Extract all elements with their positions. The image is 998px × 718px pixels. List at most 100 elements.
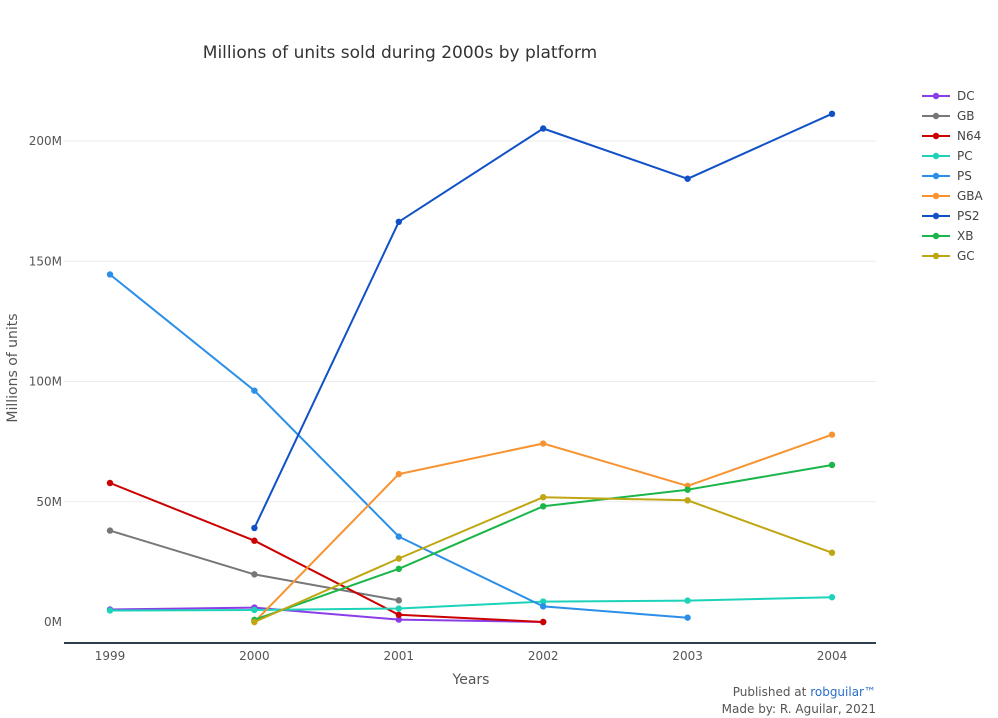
data-point-ps[interactable] [395,533,402,540]
legend-item-gb[interactable]: GB [922,109,975,123]
data-point-pc[interactable] [684,597,691,604]
legend-swatch-marker [932,92,940,100]
data-point-gc[interactable] [540,493,547,501]
legend-swatch-marker [932,132,940,140]
x-tick-label: 2001 [384,649,415,663]
data-point-pc[interactable] [106,607,114,614]
series-line-dc[interactable] [109,606,544,623]
data-point-xb[interactable] [395,565,402,573]
data-point-xb[interactable] [684,486,691,493]
data-point-ps2[interactable] [828,110,836,118]
data-point-gc[interactable] [251,618,258,626]
legend-label: GBA [957,189,984,203]
legend-label: PC [957,149,973,163]
data-point-gba[interactable] [828,431,836,438]
series-layer [106,110,836,626]
legend-item-n64[interactable]: N64 [922,129,981,143]
series-dc [106,604,547,626]
data-point-n64[interactable] [106,479,114,487]
series-gba [251,431,836,626]
data-point-xb[interactable] [828,461,836,469]
legend-item-xb[interactable]: XB [922,229,973,243]
legend-label: DC [957,89,975,103]
published-credit: Published at robguilar™ [722,684,876,701]
data-point-gb[interactable] [106,527,114,534]
series-gb [106,527,402,604]
legend-item-pc[interactable]: PC [922,149,973,163]
series-n64 [106,479,547,626]
x-tick-label: 2004 [817,649,848,663]
data-point-ps[interactable] [684,614,691,621]
credits: Published at robguilar™ Made by: R. Agui… [722,684,876,718]
legend-item-dc[interactable]: DC [922,89,975,103]
data-point-pc[interactable] [395,605,402,612]
legend-swatch-marker [932,232,940,240]
data-point-pc[interactable] [251,606,258,614]
x-tick-label: 2000 [239,649,270,663]
data-point-n64[interactable] [251,537,258,544]
legend-item-gc[interactable]: GC [922,249,975,263]
legend-label: GB [957,109,975,123]
series-pc [106,594,836,614]
data-point-ps2[interactable] [251,524,258,532]
data-point-pc[interactable] [828,594,836,601]
series-line-xb[interactable] [254,464,833,621]
legend-item-gba[interactable]: GBA [922,189,984,203]
made-by-credit: Made by: R. Aguilar, 2021 [721,702,876,716]
data-point-gc[interactable] [684,497,691,504]
data-point-dc[interactable] [395,616,402,623]
legend-item-ps[interactable]: PS [922,169,972,183]
y-axis-label: Millions of units [5,313,21,422]
data-point-gba[interactable] [395,470,402,478]
legend-label: PS [957,169,972,183]
data-point-ps2[interactable] [684,175,691,182]
data-point-n64[interactable] [540,618,547,626]
legend-item-ps2[interactable]: PS2 [922,209,980,223]
x-tick-label: 2002 [528,649,559,663]
data-point-ps2[interactable] [395,218,402,226]
legend-swatch-marker [932,192,940,200]
data-point-ps[interactable] [106,271,114,278]
x-tick-label: 2003 [672,649,703,663]
data-point-gb[interactable] [395,597,402,604]
series-ps2 [251,110,836,532]
data-point-pc[interactable] [540,598,547,605]
legend-label: PS2 [957,209,980,223]
x-axis-label: Years [452,672,490,688]
grid-lines [64,140,876,503]
data-point-gba[interactable] [540,440,547,447]
y-tick-label: 200M [29,134,62,148]
data-point-ps2[interactable] [540,125,547,132]
x-tick-labels: 1999 2000 2001 2002 2003 2004 [95,649,848,663]
chart-title: Millions of units sold during 2000s by p… [203,43,597,63]
legend-label: XB [957,229,973,243]
data-point-n64[interactable] [395,611,402,618]
data-point-gc[interactable] [395,555,402,562]
legend: DC GB N64 PC PS GBA PS2 XB GC [922,89,984,263]
data-point-ps[interactable] [540,603,547,610]
y-tick-labels: 0M 50M 100M 150M 200M [29,134,62,629]
y-tick-label: 50M [36,495,62,509]
series-line-n64[interactable] [109,482,544,623]
x-tick-label: 1999 [95,649,126,663]
legend-label: GC [957,249,975,263]
legend-swatch-marker [932,172,940,180]
y-tick-label: 100M [29,375,62,389]
data-point-xb[interactable] [540,503,547,510]
series-line-gba[interactable] [253,433,833,623]
data-point-gb[interactable] [251,571,258,578]
published-link[interactable]: robguilar™ [810,685,876,699]
y-tick-label: 0M [44,615,62,629]
published-prefix: Published at [732,685,811,699]
legend-swatch-marker [932,112,940,120]
legend-label: N64 [957,129,981,143]
legend-swatch-marker [932,152,940,160]
data-point-ps[interactable] [251,387,258,394]
series-ps [106,271,691,621]
data-point-gc[interactable] [828,549,836,556]
legend-swatch-marker [932,252,940,260]
y-tick-label: 150M [29,254,62,268]
series-line-pc[interactable] [109,596,833,612]
series-gc [251,493,836,626]
